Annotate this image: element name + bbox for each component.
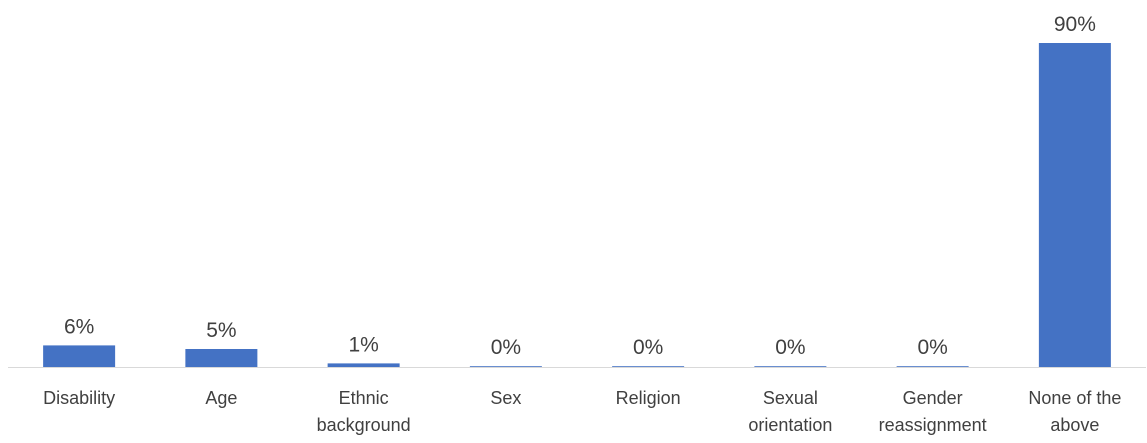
- bar: [185, 349, 258, 367]
- data-label: 0%: [917, 336, 947, 359]
- data-label: 5%: [206, 319, 236, 342]
- bars-group: [43, 43, 1111, 367]
- category-label: above: [1050, 415, 1099, 435]
- category-label: Ethnic: [339, 388, 389, 408]
- category-label: reassignment: [879, 415, 987, 435]
- category-label: Disability: [43, 388, 115, 408]
- bar: [754, 366, 827, 367]
- bar: [43, 345, 116, 367]
- category-label: Sexual: [763, 388, 818, 408]
- value-labels-group: 6% 5% 1% 0% 0% 0% 0% 90%: [64, 13, 1096, 359]
- data-label: 0%: [775, 336, 805, 359]
- data-label: 90%: [1054, 13, 1096, 36]
- category-labels-group: Disability Age Ethnic background Sex Religion…: [43, 388, 1121, 435]
- data-label: 6%: [64, 315, 94, 338]
- category-label: Sex: [490, 388, 521, 408]
- data-label: 1%: [348, 333, 378, 356]
- category-label: Age: [205, 388, 237, 408]
- data-label: 0%: [491, 336, 521, 359]
- bar: [896, 366, 969, 367]
- bar: [327, 363, 400, 367]
- bar: [469, 366, 542, 367]
- category-label: orientation: [748, 415, 832, 435]
- bar: [612, 366, 685, 367]
- category-label: Religion: [616, 388, 681, 408]
- category-label: background: [317, 415, 411, 435]
- data-label: 0%: [633, 336, 663, 359]
- category-label: None of the: [1028, 388, 1121, 408]
- bar: [1038, 43, 1111, 367]
- category-label: Gender: [903, 388, 963, 408]
